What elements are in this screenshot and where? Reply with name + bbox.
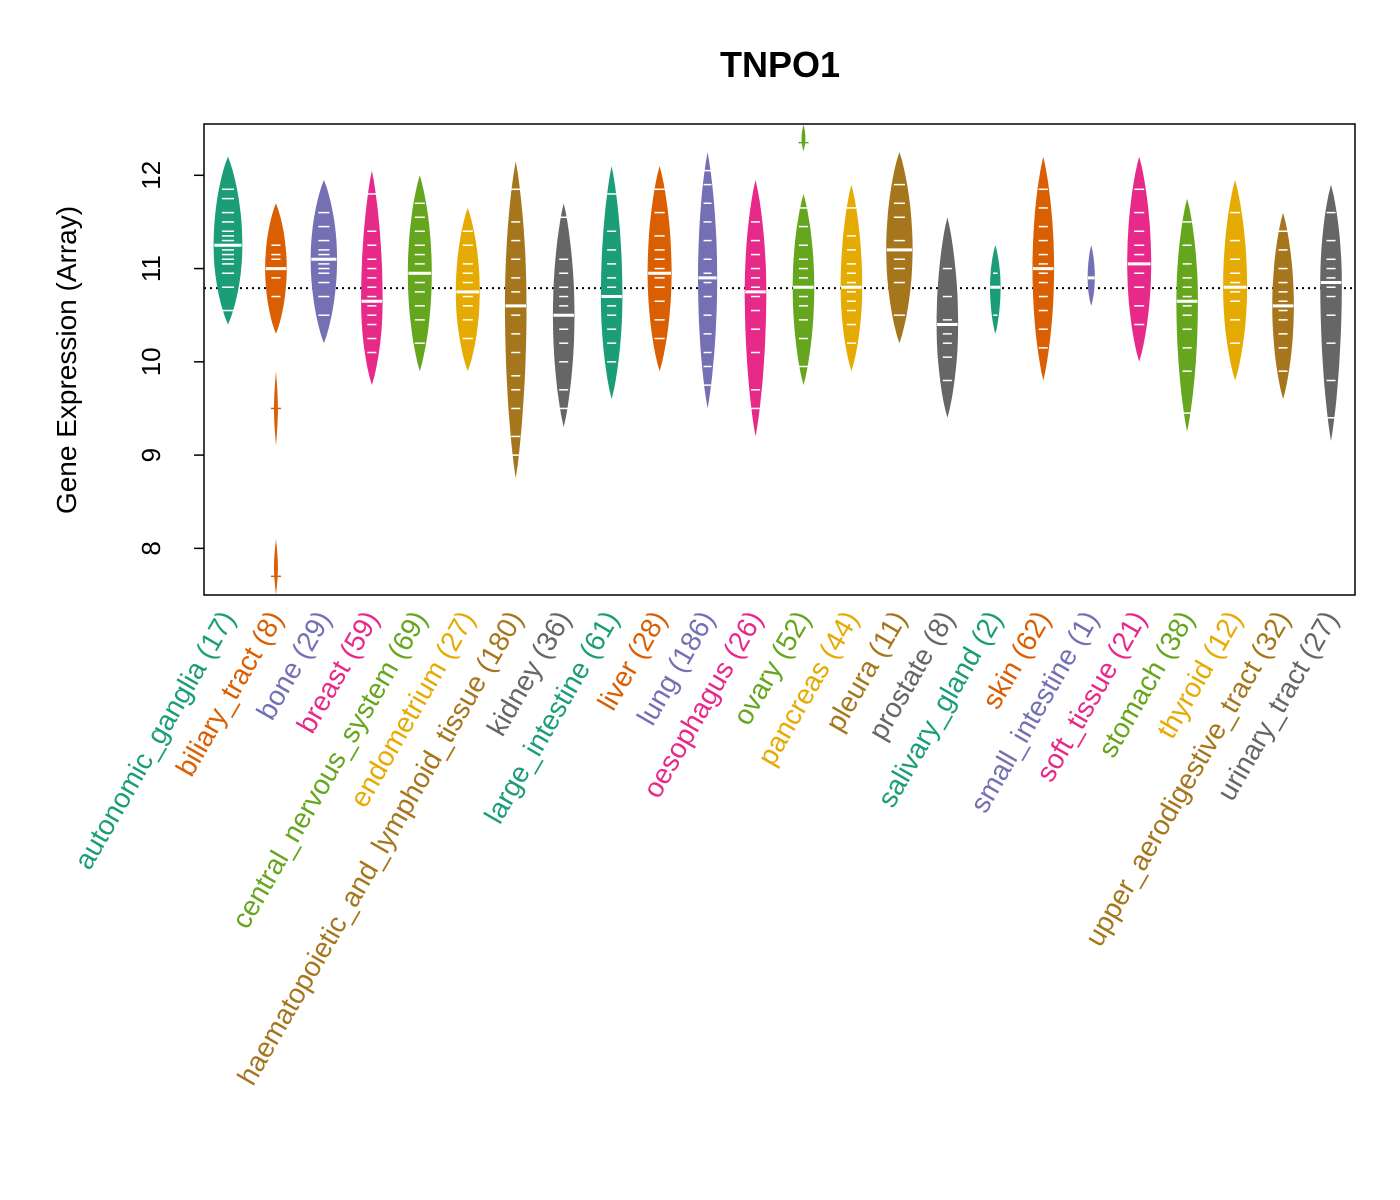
bean-12 bbox=[744, 180, 767, 437]
bean-density bbox=[990, 245, 1001, 334]
bean-density bbox=[744, 180, 767, 437]
bean-density bbox=[1320, 184, 1342, 442]
bean-4 bbox=[361, 170, 383, 386]
bean-9 bbox=[600, 166, 623, 400]
bean-density bbox=[840, 184, 863, 372]
bean-density bbox=[698, 152, 718, 409]
x-axis-labels: autonomic_ganglia (17)biliary_tract (8)b… bbox=[68, 606, 1344, 1091]
bean-density bbox=[310, 180, 338, 344]
bean-density bbox=[886, 152, 913, 344]
bean-2 bbox=[265, 203, 287, 595]
y-tick-label: 12 bbox=[136, 161, 166, 190]
bean-density bbox=[1087, 245, 1095, 306]
bean-14 bbox=[840, 184, 863, 372]
y-axis-label: Gene Expression (Array) bbox=[51, 206, 82, 514]
bean-density bbox=[600, 166, 623, 400]
y-tick-label: 9 bbox=[136, 448, 166, 462]
bean-18 bbox=[1032, 156, 1055, 381]
bean-10 bbox=[647, 166, 672, 372]
bean-23 bbox=[1272, 212, 1294, 400]
y-tick-label: 8 bbox=[136, 541, 166, 555]
bean-16 bbox=[936, 217, 959, 418]
bean-21 bbox=[1176, 198, 1198, 432]
bean-density bbox=[455, 207, 480, 372]
bean-13 bbox=[792, 124, 815, 386]
bean-density bbox=[936, 217, 959, 418]
bean-15 bbox=[886, 152, 913, 344]
y-tick-label: 11 bbox=[136, 255, 166, 282]
y-tick-label: 10 bbox=[136, 347, 166, 376]
bean-density bbox=[1223, 180, 1248, 381]
bean-density bbox=[504, 161, 527, 479]
y-axis: 8 9 10 11 12 bbox=[136, 161, 204, 556]
bean-tail bbox=[274, 539, 278, 595]
bean-19 bbox=[1087, 245, 1095, 306]
plot-area bbox=[204, 124, 1355, 595]
bean-20 bbox=[1127, 156, 1152, 362]
chart-title: TNPO1 bbox=[720, 44, 840, 85]
bean-8 bbox=[552, 203, 575, 428]
bean-11 bbox=[698, 152, 718, 409]
plot-frame bbox=[203, 123, 1356, 596]
bean-tail bbox=[801, 124, 806, 152]
bean-density bbox=[792, 194, 815, 386]
bean-1 bbox=[213, 156, 243, 325]
bean-22 bbox=[1223, 180, 1248, 381]
bean-24 bbox=[1320, 184, 1342, 442]
bean-6 bbox=[455, 207, 480, 372]
bean-3 bbox=[310, 180, 338, 344]
bean-7 bbox=[504, 161, 527, 479]
bean-5 bbox=[407, 175, 432, 372]
bean-density bbox=[1127, 156, 1152, 362]
bean-17 bbox=[990, 245, 1001, 334]
